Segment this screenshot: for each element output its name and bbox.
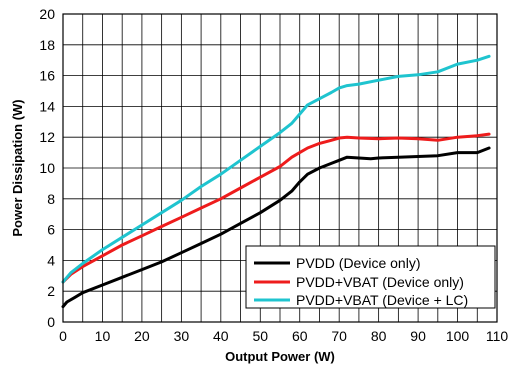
x-tick-label: 10	[95, 328, 111, 344]
y-tick-label: 6	[47, 222, 55, 238]
x-tick-label: 20	[134, 328, 150, 344]
x-tick-label: 50	[252, 328, 268, 344]
tick-labels: 0 10 20 30 40 50 60 70 80 90 100 110 0 2 4 6 8 10 12 14 16 18…	[39, 6, 508, 344]
x-tick-label: 90	[410, 328, 426, 344]
legend-label-pvdd-vbat-lc: PVDD+VBAT (Device + LC)	[296, 292, 468, 308]
series-line-pvdd-vbat-lc	[61, 54, 491, 284]
y-tick-label: 20	[39, 6, 55, 22]
y-tick-label: 14	[39, 98, 55, 114]
x-tick-label: 80	[371, 328, 387, 344]
legend-label-pvdd-vbat: PVDD+VBAT (Device only)	[296, 274, 464, 290]
y-tick-label: 10	[39, 160, 55, 176]
legend-label-pvdd: PVDD (Device only)	[296, 255, 420, 271]
x-tick-label: 30	[174, 328, 190, 344]
x-tick-label: 60	[292, 328, 308, 344]
plot-frame	[62, 13, 498, 323]
legend: PVDD (Device only) PVDD+VBAT (Device onl…	[245, 245, 496, 309]
y-axis-label: Power Dissipation (W)	[10, 99, 25, 236]
y-tick-label: 0	[47, 314, 55, 330]
series-line-pvdd	[61, 146, 491, 309]
y-tick-label: 4	[47, 252, 55, 268]
y-tick-label: 18	[39, 37, 55, 53]
y-tick-label: 16	[39, 68, 55, 84]
x-tick-label: 110	[486, 328, 509, 344]
x-tick-label: 100	[446, 328, 470, 344]
series-lines	[61, 54, 491, 309]
x-axis-label: Output Power (W)	[225, 349, 335, 364]
x-tick-label: 40	[213, 328, 229, 344]
x-tick-label: 0	[59, 328, 67, 344]
x-tick-label: 70	[331, 328, 347, 344]
legend-box	[245, 245, 496, 309]
y-tick-label: 2	[47, 283, 55, 299]
y-tick-label: 12	[39, 129, 55, 145]
series-line-pvdd-vbat	[61, 132, 491, 284]
y-tick-label: 8	[47, 191, 55, 207]
